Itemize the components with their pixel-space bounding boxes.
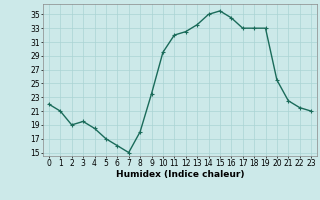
X-axis label: Humidex (Indice chaleur): Humidex (Indice chaleur) — [116, 170, 244, 179]
